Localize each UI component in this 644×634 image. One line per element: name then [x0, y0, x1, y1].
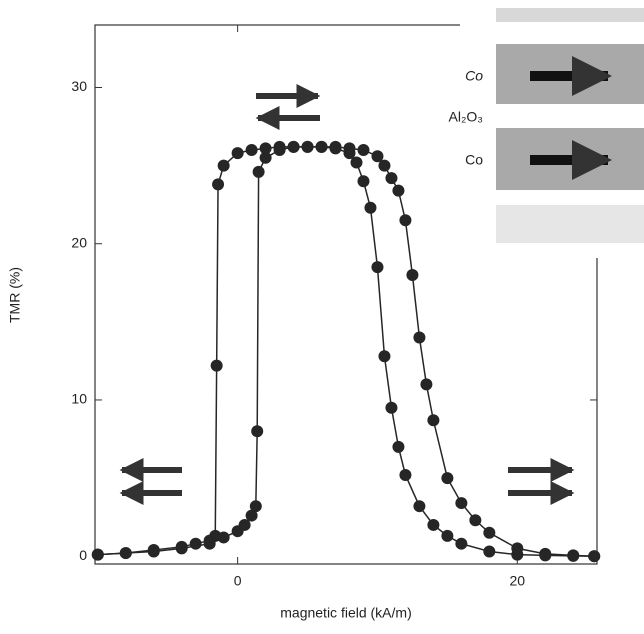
data-point [441, 529, 454, 542]
plot-area: 0 10 20 30 0 20 [71, 24, 601, 589]
data-point [217, 531, 230, 544]
data-point [119, 547, 132, 560]
data-point [364, 201, 377, 214]
data-point [301, 140, 314, 153]
data-point [455, 537, 468, 550]
field-arrows [119, 84, 575, 505]
data-point [483, 545, 496, 558]
data-point [245, 509, 258, 522]
data-point [175, 542, 188, 555]
layer-label: Co [465, 152, 483, 168]
data-point [441, 472, 454, 485]
data-point [249, 500, 262, 513]
data-point [212, 178, 225, 191]
data-point [203, 537, 216, 550]
data-point [259, 142, 272, 155]
data-point [315, 140, 328, 153]
data-point [259, 151, 272, 164]
layer-inset: Co Al₂O₃ Co [449, 0, 644, 258]
data-point [469, 514, 482, 527]
data-point [392, 440, 405, 453]
data-point [413, 500, 426, 513]
data-point [231, 147, 244, 160]
data-point [350, 156, 363, 169]
data-point [399, 468, 412, 481]
data-point [147, 545, 160, 558]
data-point [217, 159, 230, 172]
data-point [287, 140, 300, 153]
layer-label: Al₂O₃ [449, 109, 483, 125]
data-point [245, 143, 258, 156]
data-point [357, 143, 370, 156]
data-point [378, 159, 391, 172]
data-point [511, 542, 524, 555]
y-tick-label: 30 [71, 78, 87, 94]
x-tick-label: 20 [510, 573, 526, 589]
layer-label: Co [465, 68, 483, 84]
data-point [406, 268, 419, 281]
data-point [567, 549, 580, 562]
data-point [413, 331, 426, 344]
data-point [238, 518, 251, 531]
y-tick-label: 20 [71, 234, 87, 250]
data-point [371, 261, 384, 274]
y-axis-label: TMR (%) [7, 267, 23, 323]
data-point [251, 425, 264, 438]
data-point [455, 497, 468, 510]
data-point [357, 175, 370, 188]
data-point [343, 142, 356, 155]
data-point [392, 184, 405, 197]
x-tick-label: 0 [234, 573, 242, 589]
data-point [385, 172, 398, 185]
data-point [399, 214, 412, 227]
y-tick-label: 10 [71, 391, 87, 407]
data-point [273, 143, 286, 156]
data-point [91, 548, 104, 561]
data-point [371, 150, 384, 163]
plot-frame [94, 24, 598, 565]
data-point [427, 518, 440, 531]
y-tick-label: 0 [79, 547, 87, 563]
data-point [385, 401, 398, 414]
data-point [210, 359, 223, 372]
data-point [539, 547, 552, 560]
x-axis-label: magnetic field (kA/m) [280, 605, 411, 621]
data-point [420, 378, 433, 391]
data-point [329, 140, 342, 153]
data-point [427, 414, 440, 427]
data-point [483, 526, 496, 539]
data-point [189, 537, 202, 550]
data-point [378, 350, 391, 363]
data-point [252, 165, 265, 178]
data-point [588, 550, 601, 563]
